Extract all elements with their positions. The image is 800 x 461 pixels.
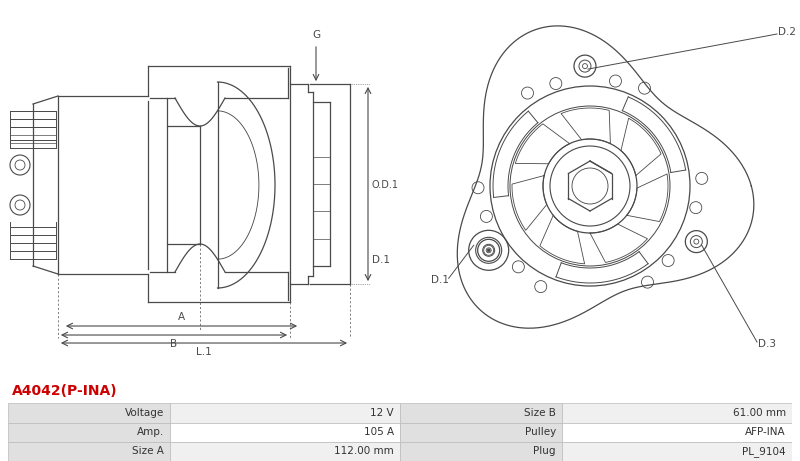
Bar — [562, 423, 792, 442]
Text: O.D.1: O.D.1 — [372, 180, 399, 190]
Text: G: G — [312, 30, 320, 40]
Text: 61.00 mm: 61.00 mm — [733, 408, 786, 418]
Text: Size B: Size B — [524, 408, 556, 418]
Text: 12 V: 12 V — [370, 408, 394, 418]
Circle shape — [487, 249, 490, 252]
Text: Voltage: Voltage — [125, 408, 164, 418]
Bar — [8, 403, 170, 423]
Bar — [400, 403, 562, 423]
Text: D.1: D.1 — [430, 275, 449, 285]
Bar — [400, 423, 562, 442]
Bar — [562, 442, 792, 461]
Bar — [8, 423, 170, 442]
Text: AFP-INA: AFP-INA — [745, 427, 786, 437]
Text: D.2: D.2 — [778, 27, 796, 37]
Bar — [562, 403, 792, 423]
Bar — [8, 442, 170, 461]
Text: A: A — [178, 312, 185, 322]
Text: Plug: Plug — [534, 446, 556, 456]
Text: 112.00 mm: 112.00 mm — [334, 446, 394, 456]
Text: D.1: D.1 — [372, 255, 390, 265]
Text: D.3: D.3 — [758, 339, 776, 349]
Text: Pulley: Pulley — [525, 427, 556, 437]
Bar — [170, 423, 400, 442]
Text: A4042(P-INA): A4042(P-INA) — [12, 384, 118, 398]
Bar — [400, 442, 562, 461]
Bar — [170, 403, 400, 423]
Text: PL_9104: PL_9104 — [742, 446, 786, 457]
Bar — [170, 442, 400, 461]
Text: 105 A: 105 A — [364, 427, 394, 437]
Text: Amp.: Amp. — [137, 427, 164, 437]
Text: L.1: L.1 — [196, 347, 212, 357]
Text: B: B — [170, 339, 178, 349]
Text: Size A: Size A — [132, 446, 164, 456]
